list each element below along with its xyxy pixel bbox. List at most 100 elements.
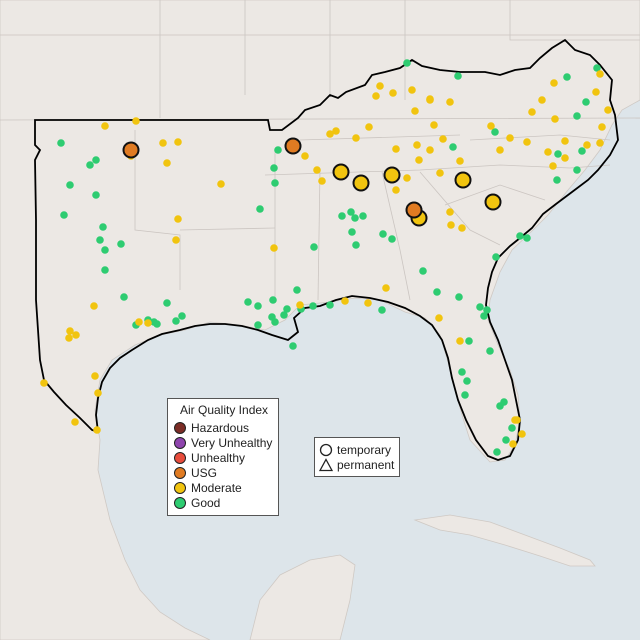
moderate-temporary-marker: [352, 174, 370, 192]
aqi-legend-label: Unhealthy: [191, 451, 246, 465]
good-site-marker: [172, 317, 180, 325]
moderate-site-marker: [270, 244, 278, 252]
moderate-site-marker: [523, 138, 531, 146]
good-site-marker: [96, 236, 104, 244]
aqi-legend-item-moderate: Moderate: [174, 481, 242, 495]
moderate-site-marker: [174, 138, 182, 146]
moderate-site-marker: [604, 106, 612, 114]
good-site-marker: [476, 303, 484, 311]
moderate-site-marker: [549, 162, 557, 170]
good-site-marker: [523, 234, 531, 242]
aqi-legend-label: Good: [191, 496, 221, 510]
good-site-marker: [465, 337, 473, 345]
moderate-site-marker: [583, 141, 591, 149]
good-site-marker: [309, 302, 317, 310]
moderate-site-marker: [172, 236, 180, 244]
moderate-site-marker: [91, 372, 99, 380]
moderate-site-marker: [447, 221, 455, 229]
moderate-site-marker: [411, 107, 419, 115]
usg-temporary-marker: [284, 137, 302, 155]
moderate-site-marker: [436, 169, 444, 177]
good-site-marker: [293, 286, 301, 294]
state-borders: [0, 0, 640, 301]
good-site-marker: [256, 205, 264, 213]
good-site-marker: [493, 448, 501, 456]
good-site-marker: [578, 147, 586, 155]
good-site-marker: [92, 156, 100, 164]
moderate-site-marker: [332, 127, 340, 135]
good-site-marker: [274, 146, 282, 154]
good-site-marker: [66, 181, 74, 189]
moderate-site-marker: [72, 331, 80, 339]
good-site-marker: [378, 306, 386, 314]
moderate-site-marker: [132, 117, 140, 125]
moderate-site-marker: [352, 134, 360, 142]
good-site-marker: [455, 293, 463, 301]
moderate-temporary-marker: [332, 163, 350, 181]
circle-icon: [319, 443, 333, 456]
good-site-marker: [403, 59, 411, 67]
moderate-site-marker: [40, 379, 48, 387]
moderate-temporary-marker: [454, 171, 472, 189]
unhealthy-swatch-icon: [174, 452, 186, 464]
good-site-marker: [101, 246, 109, 254]
good-site-marker: [178, 312, 186, 320]
moderate-site-marker: [551, 115, 559, 123]
aqi-legend-item-unhealthy: Unhealthy: [174, 451, 245, 465]
moderate-site-marker: [65, 334, 73, 342]
monitor-sites: [40, 59, 612, 456]
moderate-site-marker: [376, 82, 384, 90]
good-swatch-icon: [174, 497, 186, 509]
good-site-marker: [271, 318, 279, 326]
good-site-marker: [60, 211, 68, 219]
good-site-marker: [120, 293, 128, 301]
moderate-site-marker: [439, 135, 447, 143]
good-site-marker: [419, 267, 427, 275]
good-site-marker: [348, 228, 356, 236]
moderate-site-marker: [144, 319, 152, 327]
moderate-site-marker: [365, 123, 373, 131]
monitor-type-label: permanent: [337, 457, 395, 472]
good-site-marker: [86, 161, 94, 169]
moderate-site-marker: [318, 177, 326, 185]
good-site-marker: [582, 98, 590, 106]
very-unhealthy-swatch-icon: [174, 437, 186, 449]
moderate-site-marker: [561, 137, 569, 145]
aqi-legend-label: Moderate: [191, 481, 242, 495]
good-site-marker: [283, 305, 291, 313]
good-site-marker: [483, 306, 491, 314]
aqi-legend-item-usg: USG: [174, 466, 217, 480]
moderate-site-marker: [426, 96, 434, 104]
region-outline: [34, 38, 619, 461]
good-site-marker: [553, 176, 561, 184]
good-site-marker: [117, 240, 125, 248]
good-site-marker: [516, 232, 524, 240]
good-site-marker: [244, 298, 252, 306]
moderate-site-marker: [561, 154, 569, 162]
moderate-site-marker: [326, 130, 334, 138]
moderate-site-marker: [456, 157, 464, 165]
moderate-site-marker: [596, 70, 604, 78]
usg-swatch-icon: [174, 467, 186, 479]
moderate-site-marker: [509, 440, 517, 448]
good-site-marker: [502, 436, 510, 444]
good-site-marker: [271, 179, 279, 187]
moderate-site-marker: [341, 297, 349, 305]
moderate-site-marker: [413, 141, 421, 149]
moderate-site-marker: [435, 314, 443, 322]
good-site-marker: [563, 73, 571, 81]
good-site-marker: [338, 212, 346, 220]
good-site-marker: [359, 212, 367, 220]
good-site-marker: [449, 143, 457, 151]
moderate-site-marker: [596, 139, 604, 147]
moderate-site-marker: [506, 134, 514, 142]
moderate-site-marker: [217, 180, 225, 188]
monitor-type-label: temporary: [337, 442, 392, 457]
triangle-icon: [319, 457, 333, 471]
moderate-site-marker: [458, 224, 466, 232]
good-site-marker: [508, 424, 516, 432]
moderate-site-marker: [372, 92, 380, 100]
moderate-site-marker: [301, 152, 309, 160]
good-site-marker: [573, 166, 581, 174]
